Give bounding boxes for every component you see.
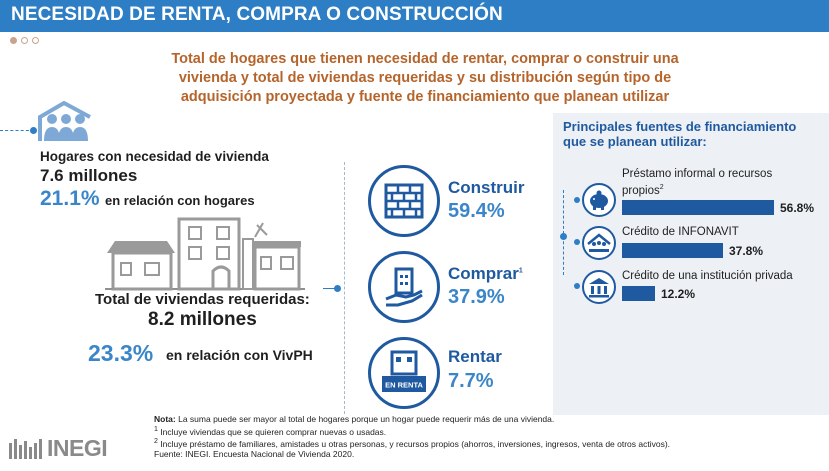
slide-indicator	[10, 37, 39, 44]
note-text: La suma puede ser mayor al total de hoga…	[178, 414, 555, 424]
rentar-label: Rentar	[448, 347, 502, 366]
viviendas-label: Total de viviendas requeridas:	[95, 291, 310, 308]
financing-bar	[622, 286, 655, 301]
footnotes: Nota: La suma puede ser mayor al total d…	[154, 414, 671, 460]
house-people-icon	[38, 101, 91, 141]
vertical-dashed-divider	[344, 162, 345, 414]
connector-dot	[334, 285, 341, 292]
subtitle: Total de hogares que tienen necesidad de…	[110, 50, 740, 107]
dashed-connector	[0, 130, 34, 131]
header-bar: NECESIDAD DE RENTA, COMPRA O CONSTRUCCIÓ…	[0, 0, 829, 32]
financing-value: 12.2%	[661, 287, 696, 301]
financing-title-line: Principales fuentes de financiamiento	[563, 119, 797, 134]
footnote-marker: 2	[659, 184, 664, 191]
footnote-2: Incluye préstamo de familiares, amistade…	[160, 438, 671, 449]
financing-title-line: que se planean utilizar:	[563, 134, 707, 149]
dashed-connector	[563, 190, 564, 275]
footnote-1: Incluye viviendas que se quieren comprar…	[160, 426, 387, 437]
viviendas-percent-text: en relación con VivPH	[166, 347, 313, 363]
piggy-bank-icon	[582, 183, 616, 217]
city-houses-icon	[105, 217, 305, 291]
hogares-value: 7.6 millones	[40, 166, 138, 185]
financing-item-label: Crédito de una institución privada	[622, 270, 793, 282]
inegi-logo: INEGI	[8, 435, 108, 462]
logo-text: INEGI	[47, 435, 108, 461]
note-label: Nota:	[154, 414, 176, 424]
financing-item-label-line: propios	[622, 184, 660, 197]
page-title: NECESIDAD DE RENTA, COMPRA O CONSTRUCCIÓ…	[11, 4, 503, 25]
financing-value: 56.8%	[780, 201, 815, 215]
subtitle-line: Total de hogares que tienen necesidad de…	[171, 51, 679, 67]
bank-icon	[582, 270, 616, 304]
slide-dot	[10, 37, 17, 44]
brick-wall-icon	[368, 165, 440, 237]
financing-bar	[622, 200, 774, 215]
house-in-hand-icon	[368, 251, 440, 323]
footnote-marker: 1	[518, 267, 523, 275]
connector-dot	[574, 283, 580, 289]
financing-title: Principales fuentes de financiamiento qu…	[563, 119, 796, 149]
source-note: Fuente: INEGI. Encuesta Nacional de Vivi…	[154, 449, 355, 460]
connector-line	[323, 288, 339, 289]
financing-value: 37.8%	[729, 244, 764, 258]
financing-item-label: Préstamo informal o recursos propios2	[622, 168, 772, 198]
hogares-percent-text: en relación con hogares	[105, 193, 255, 208]
hogares-percent: 21.1%	[40, 187, 100, 210]
hogares-label: Hogares con necesidad de vivienda	[40, 149, 269, 164]
viviendas-percent: 23.3%	[88, 340, 154, 366]
subtitle-line: vivienda y total de viviendas requeridas…	[178, 70, 672, 86]
connector-dot	[574, 239, 580, 245]
financing-item-label-line: Préstamo informal o recursos	[622, 168, 773, 180]
financing-bar	[622, 243, 723, 258]
connector-dot	[574, 197, 580, 203]
comprar-value: 37.9%	[448, 286, 505, 308]
subtitle-line: adquisición proyectada y fuente de finan…	[180, 89, 670, 105]
construir-value: 59.4%	[448, 200, 505, 222]
house-for-rent-icon: EN RENTA	[368, 337, 440, 409]
connector-dot	[30, 127, 37, 134]
rentar-value: 7.7%	[448, 370, 494, 392]
financing-panel	[553, 113, 829, 415]
construir-label: Construir	[448, 178, 525, 197]
infonavit-logo-icon	[582, 226, 616, 260]
inegi-logo-mark-icon	[9, 438, 42, 459]
rent-sign-text: EN RENTA	[385, 381, 423, 390]
connector-dot	[560, 233, 567, 240]
comprar-label-text: Comprar	[448, 264, 519, 283]
slide-dot	[21, 37, 28, 44]
financing-item-label: Crédito de INFONAVIT	[622, 226, 739, 238]
slide-dot	[32, 37, 39, 44]
comprar-label: Comprar1	[448, 264, 523, 284]
viviendas-value: 8.2 millones	[148, 309, 257, 330]
